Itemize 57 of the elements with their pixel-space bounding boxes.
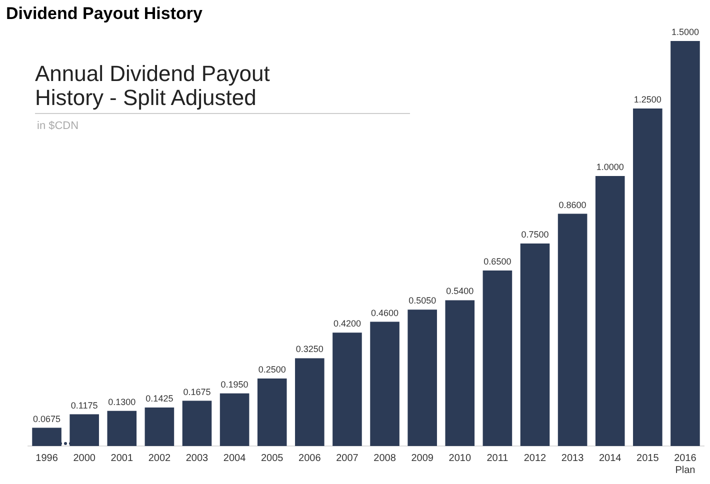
x-tick-label: 2012 (524, 452, 547, 464)
x-tick-label: 2001 (110, 452, 134, 464)
bar (445, 300, 475, 446)
bar (182, 400, 212, 446)
bar (595, 176, 625, 446)
bar (295, 358, 324, 446)
x-tick-label: 2007 (336, 452, 359, 464)
annotation: in $CDN (37, 120, 79, 132)
bar (257, 378, 287, 446)
bar (332, 332, 362, 446)
bar (408, 310, 437, 446)
x-tick-label: 2005 (260, 452, 284, 464)
x-tick-label: 2015 (636, 452, 660, 464)
x-tick-label: 2004 (223, 452, 246, 464)
data-label: 0.1175 (70, 400, 98, 410)
data-label: 1.2500 (634, 94, 662, 104)
data-label: 1.5000 (671, 26, 699, 37)
x-tick-label: 2013 (561, 452, 584, 464)
data-label: 0.5400 (446, 286, 474, 296)
x-tick-label: 2003 (186, 452, 209, 464)
bar (482, 270, 512, 446)
x-tick-label: 2016 Plan (674, 452, 697, 476)
x-tick-label: 1996 (36, 452, 58, 464)
data-label: 1.0000 (596, 162, 624, 172)
bar (32, 428, 62, 446)
data-label: 0.5050 (408, 296, 436, 306)
bar (520, 244, 550, 446)
x-tick-label: 2010 (448, 452, 472, 464)
data-label: 0.1425 (146, 394, 174, 404)
data-label: 0.4200 (333, 318, 361, 329)
x-tick-label: 2008 (374, 452, 396, 464)
data-label: 0.1300 (108, 396, 136, 407)
bar (70, 414, 99, 446)
data-label: 0.6500 (484, 256, 512, 266)
data-label: 0.1675 (183, 386, 211, 397)
text: Annual Dividend Payout History - Split Adjusted (35, 61, 271, 110)
bar (370, 322, 400, 446)
bar (144, 408, 174, 446)
data-label: 0.8600 (558, 200, 586, 210)
data-label: 0.7500 (521, 229, 549, 240)
data-label: 0.0675 (33, 414, 61, 424)
x-tick-label: 2011 (486, 452, 509, 464)
bar (633, 108, 662, 446)
x-tick-label: 2014 (598, 452, 622, 464)
bar (107, 410, 137, 446)
chart-title: Dividend Payout History (6, 4, 202, 24)
data-label: 0.2500 (258, 364, 286, 374)
bar (558, 214, 588, 446)
data-label: 0.3250 (296, 344, 324, 354)
x-tick-label: 2006 (298, 452, 322, 464)
bar (220, 393, 250, 446)
data-label: 0.4600 (371, 308, 399, 318)
x-tick-label: 2000 (73, 452, 96, 464)
x-tick-label: 2009 (411, 452, 434, 464)
data-label: 0.1950 (220, 379, 248, 390)
x-tick-label: 2002 (148, 452, 172, 464)
bar (670, 41, 700, 446)
